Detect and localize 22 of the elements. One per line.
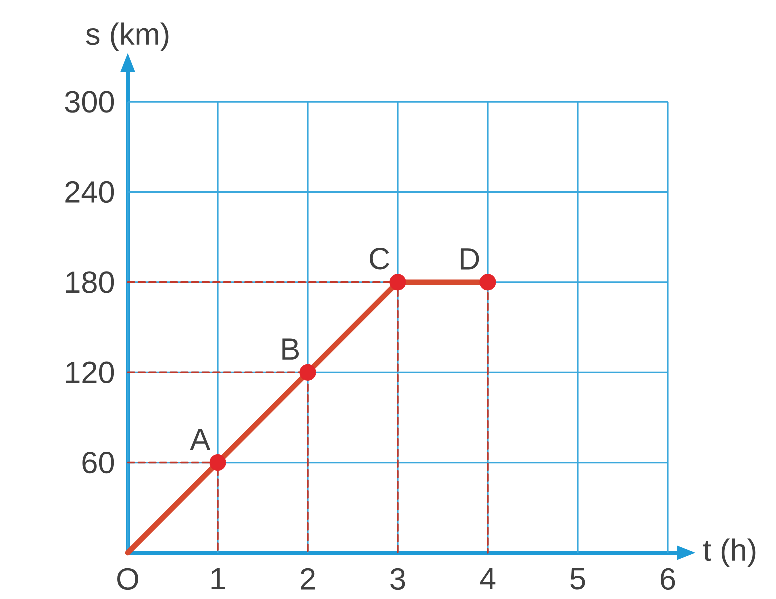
- annotation: A: [190, 428, 211, 450]
- point: [300, 364, 316, 381]
- y-tick-label: 120: [66, 362, 114, 384]
- annotation: D: [460, 248, 480, 270]
- y-tick-label: 240: [66, 181, 114, 204]
- x-axis-title: t (h): [703, 538, 756, 568]
- annotation: C: [370, 248, 390, 270]
- y-tick-label: 300: [65, 91, 114, 113]
- y-tick-label: 180: [66, 272, 114, 294]
- x-tick-label: 2: [301, 568, 315, 590]
- point: [480, 274, 496, 291]
- x-tick-label: 3: [390, 568, 406, 590]
- y-axis-title: s (km): [86, 22, 169, 52]
- x-tick-label: 6: [661, 568, 676, 590]
- x-tick-label: 4: [480, 568, 496, 590]
- x-tick-label: O: [118, 568, 138, 590]
- x-tick-label: 1: [212, 568, 226, 590]
- point: [390, 274, 406, 291]
- x-tick-label: 5: [570, 568, 586, 590]
- point: [210, 454, 226, 472]
- annotation: B: [282, 338, 300, 360]
- y-tick-label: 60: [82, 452, 114, 474]
